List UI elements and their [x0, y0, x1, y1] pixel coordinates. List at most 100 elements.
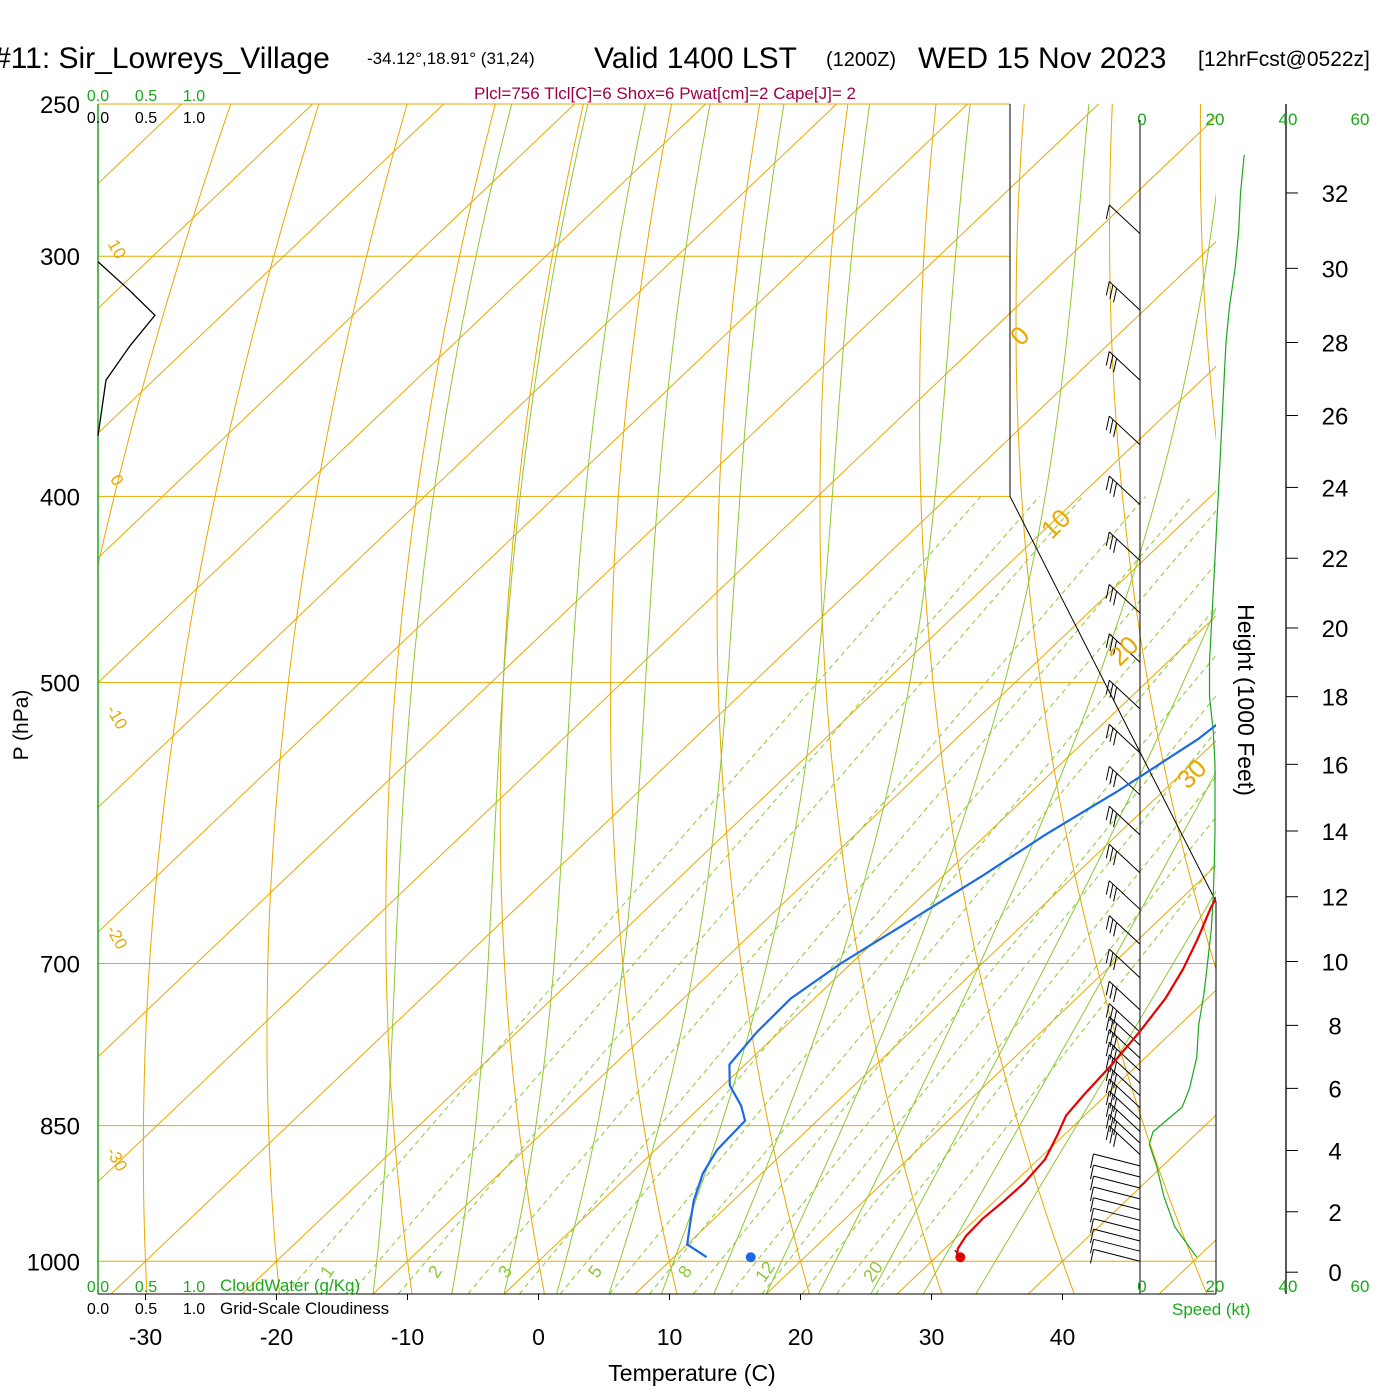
plot-frame — [97, 103, 1217, 1295]
mixing-ratio-label: 20 — [859, 1258, 887, 1286]
mixing-ratio-lines — [285, 496, 1216, 1294]
cloudwater-scale-bottom: 0.5 — [135, 1279, 157, 1296]
wind-barb-feather — [1090, 1239, 1094, 1254]
isotherm-line — [98, 116, 1216, 1183]
pressure-tick-label: 700 — [40, 952, 80, 979]
mixing-ratio-line — [518, 496, 1193, 1294]
wind-barb — [1093, 1207, 1141, 1221]
cloud-profiles — [97, 261, 156, 436]
speed-scale-top: 20 — [1206, 110, 1225, 129]
height-tick-label: 10 — [1322, 950, 1349, 977]
isotherm-line — [896, 989, 1216, 1294]
wind-barb — [1108, 351, 1141, 381]
wind-barb — [1093, 1218, 1141, 1232]
wind-barb — [1093, 1248, 1141, 1262]
wind-barb-feather — [1113, 1085, 1118, 1101]
isotherm-line — [98, 104, 575, 559]
wind-barb-feather — [1113, 987, 1118, 1003]
mixing-ratio-line — [467, 496, 1146, 1294]
wind-barb — [1093, 1164, 1141, 1178]
x-tick-label: 0 — [532, 1324, 545, 1350]
wind-barb-feather — [1105, 806, 1110, 821]
mixing-ratio-line — [609, 562, 1216, 1294]
wind-barb-feather — [1113, 422, 1118, 437]
wind-barb — [1108, 980, 1141, 1011]
pressure-tick-label: 250 — [40, 92, 80, 119]
height-tick-label: 14 — [1322, 819, 1349, 846]
isotherm-line — [98, 104, 444, 434]
wind-barb-feather — [1105, 415, 1110, 431]
dry-adiabat-line — [819, 104, 943, 1294]
temperature-line — [955, 896, 1216, 1262]
wind-barb-feather — [1109, 354, 1114, 369]
wind-barb-feather — [1113, 1010, 1118, 1025]
wind-barb — [1108, 584, 1141, 614]
wind-barb-feather — [1113, 922, 1118, 937]
height-tick-label: 30 — [1322, 256, 1349, 283]
wind-barb — [1108, 880, 1141, 910]
zulu-time: (1200Z) — [826, 49, 896, 71]
x-axis-label: Temperature (C) — [608, 1360, 775, 1386]
wind-barb-feather — [1113, 538, 1118, 553]
wind-barb-feather — [1105, 948, 1110, 964]
mixing-ratio-label: 8 — [674, 1262, 696, 1282]
wind-barb-feather — [1109, 1006, 1114, 1022]
speed-scale-bottom: 60 — [1351, 1277, 1370, 1296]
wind-barb-feather — [1105, 1125, 1110, 1141]
wind-barb-feather — [1105, 1102, 1110, 1117]
wind-barb-feather — [1113, 1073, 1118, 1088]
wind-barb-feather — [1113, 887, 1118, 902]
wind-barb — [1093, 1238, 1141, 1252]
dry-adiabat-line — [499, 104, 584, 1294]
cloudiness-scale-top: 0.5 — [135, 110, 157, 127]
dry-adiabat-line — [919, 104, 1075, 1294]
dry-adiabat-line — [716, 104, 810, 1294]
wind-barb-feather — [1113, 1109, 1118, 1124]
cloudiness-line — [97, 261, 156, 436]
wind-barb — [1108, 1003, 1141, 1033]
mixing-ratio-label: 3 — [494, 1262, 516, 1282]
wind-barb-feather — [1113, 482, 1118, 497]
moist-adiabat-line — [451, 104, 589, 1294]
cloudiness-scale-top: 0.0 — [87, 110, 109, 127]
wind-barb-feather — [1105, 844, 1110, 859]
isotherm-line — [634, 740, 1216, 1294]
pressure-tick-label: 1000 — [27, 1249, 80, 1276]
cloudwater-scale-top: 0.0 — [87, 88, 109, 105]
x-tick-label: 10 — [657, 1324, 683, 1350]
isotherm-line — [98, 104, 1099, 1058]
wind-barb — [1108, 915, 1141, 945]
wind-barb — [1108, 1125, 1141, 1155]
pressure-tick-label: 500 — [40, 671, 80, 698]
wind-barb-feather — [1090, 1228, 1094, 1244]
wind-barb — [1108, 475, 1141, 506]
wind-barb-feather — [1113, 812, 1118, 828]
cloudiness-scale-top: 1.0 — [183, 110, 205, 127]
isotherm-label: 10 — [1035, 503, 1077, 545]
wind-barb — [1108, 415, 1141, 446]
wind-barb-feather — [1109, 587, 1114, 602]
wind-barb-feather — [1105, 1114, 1110, 1129]
wind-barb — [1108, 948, 1141, 979]
cloudwater-scale-bottom: 1.0 — [183, 1279, 205, 1296]
moist-adiabat-line — [556, 104, 711, 1294]
wind-barb-feather — [1113, 591, 1118, 606]
wind-barb — [1093, 1153, 1141, 1167]
mixing-ratio-line — [875, 862, 1216, 1294]
wind-barb — [1093, 1197, 1141, 1211]
x-tick-label: 40 — [1050, 1324, 1076, 1350]
cloudwater-scale-top: 1.0 — [183, 88, 205, 105]
isotherm-label: -20 — [102, 922, 131, 953]
wind-barb-feather — [1109, 1117, 1114, 1132]
speed-scale-top: 60 — [1351, 110, 1370, 129]
dry-adiabat-line — [98, 104, 232, 568]
wind-barb — [1108, 765, 1141, 796]
wind-barb-feather — [1105, 766, 1110, 781]
isotherm-label: -30 — [102, 1144, 131, 1175]
wind-barb-feather — [1105, 204, 1110, 220]
cloudiness-scale-bottom: 0.5 — [135, 1301, 157, 1318]
wind-barb — [1108, 1090, 1141, 1121]
wind-barb-feather — [1109, 1106, 1114, 1121]
height-tick-label: 26 — [1322, 404, 1349, 431]
surface-dewpoint-marker — [745, 1252, 756, 1263]
